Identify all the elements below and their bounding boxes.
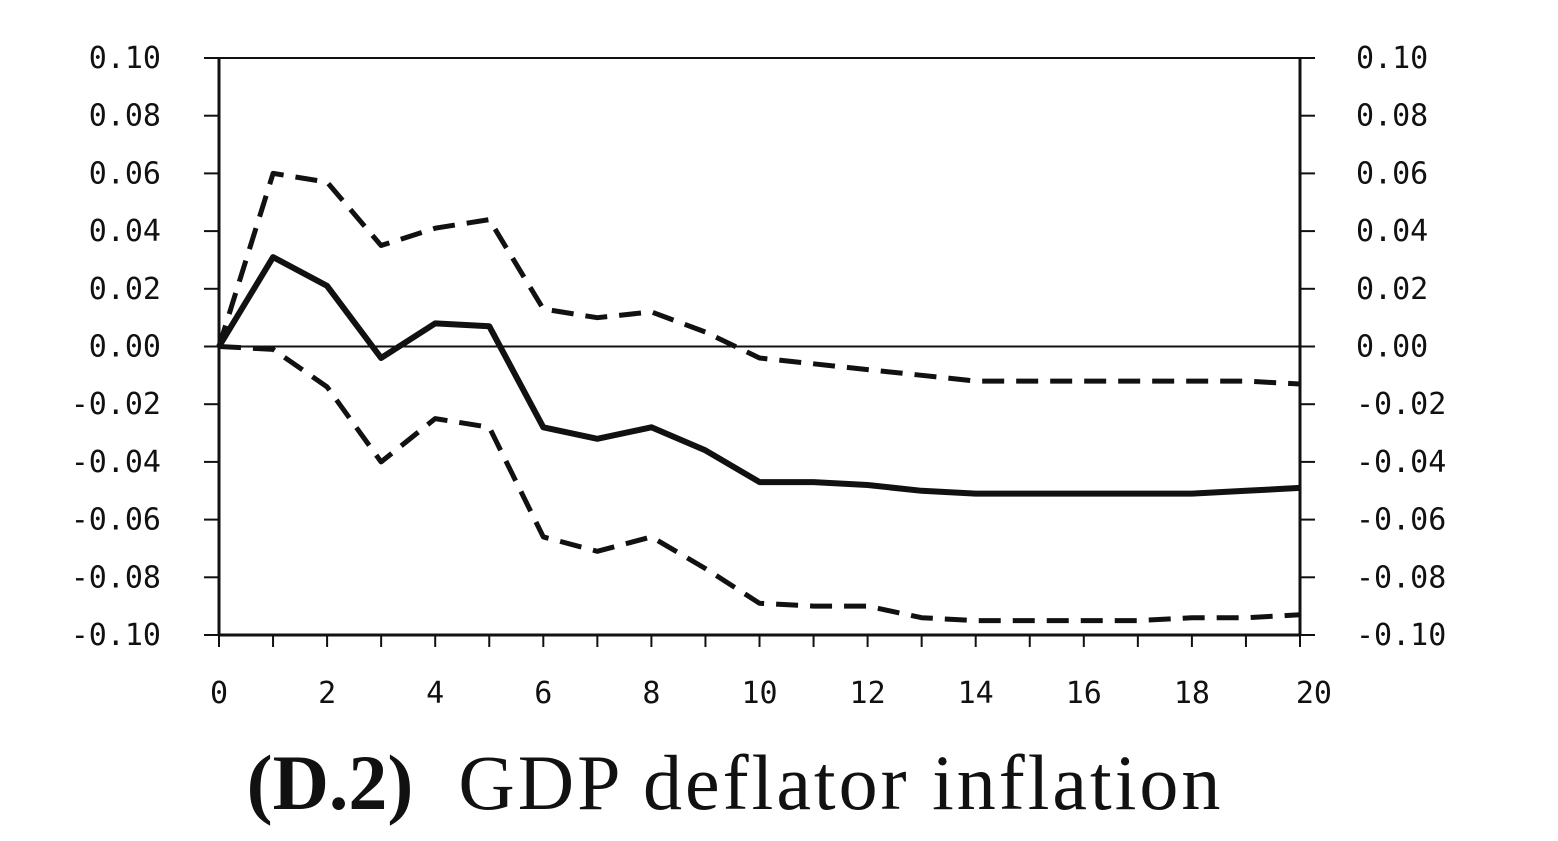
- x-tick-label: 18: [1174, 676, 1210, 711]
- x-tick-label: 0: [210, 676, 228, 711]
- y-tick-label-right: -0.04: [1356, 445, 1446, 480]
- y-tick-label-left: -0.02: [71, 387, 161, 422]
- x-tick-label: 20: [1296, 676, 1332, 711]
- y-tick-label-left: -0.08: [71, 560, 161, 595]
- x-tick-label: 4: [426, 676, 444, 711]
- lower-band-line: [218, 344, 1301, 624]
- y-tick-label-left: -0.06: [71, 503, 161, 538]
- y-tick-label-left: 0.06: [89, 156, 161, 191]
- chart-caption: (D.2) GDP deflator inflation: [0, 738, 1470, 828]
- y-tick-label-right: 0.10: [1356, 41, 1428, 76]
- x-tick-label: 6: [534, 676, 552, 711]
- y-tick-label-right: -0.02: [1356, 387, 1446, 422]
- y-tick-label-left: 0.02: [89, 272, 161, 307]
- y-tick-label-right: -0.06: [1356, 503, 1446, 538]
- y-tick-label-right: -0.10: [1356, 618, 1446, 653]
- x-tick-label: 16: [1066, 676, 1102, 711]
- y-tick-label-left: 0.04: [89, 214, 161, 249]
- x-tick-label: 10: [741, 676, 777, 711]
- y-tick-label-left: 0.00: [89, 330, 161, 365]
- chart-title: GDP deflator inflation: [458, 739, 1224, 826]
- y-tick-label-left: 0.08: [89, 99, 161, 134]
- x-tick-label: 14: [958, 676, 994, 711]
- tick-labels: 0.10 0.10 0.08 0.08 0.06 0.06 0.04 0.04 0.02 0.02…: [71, 41, 1447, 711]
- y-tick-label-right: -0.08: [1356, 560, 1446, 595]
- x-tick-label: 8: [642, 676, 660, 711]
- axis-ticks: [204, 57, 1315, 647]
- y-tick-label-right: 0.04: [1356, 214, 1428, 249]
- y-tick-label-right: 0.00: [1356, 330, 1428, 365]
- x-tick-label: 2: [318, 676, 336, 711]
- series-lines: [216, 170, 1301, 624]
- y-tick-label-left: 0.10: [89, 41, 161, 76]
- y-tick-label-left: -0.10: [71, 618, 161, 653]
- y-tick-label-left: -0.04: [71, 445, 161, 480]
- y-tick-label-right: 0.02: [1356, 272, 1428, 307]
- y-tick-label-right: 0.06: [1356, 156, 1428, 191]
- upper-band-line: [216, 170, 1301, 387]
- y-tick-label-right: 0.08: [1356, 99, 1428, 134]
- point-estimate-line: [216, 254, 1301, 497]
- x-tick-label: 12: [850, 676, 886, 711]
- panel-label: (D.2): [246, 739, 414, 826]
